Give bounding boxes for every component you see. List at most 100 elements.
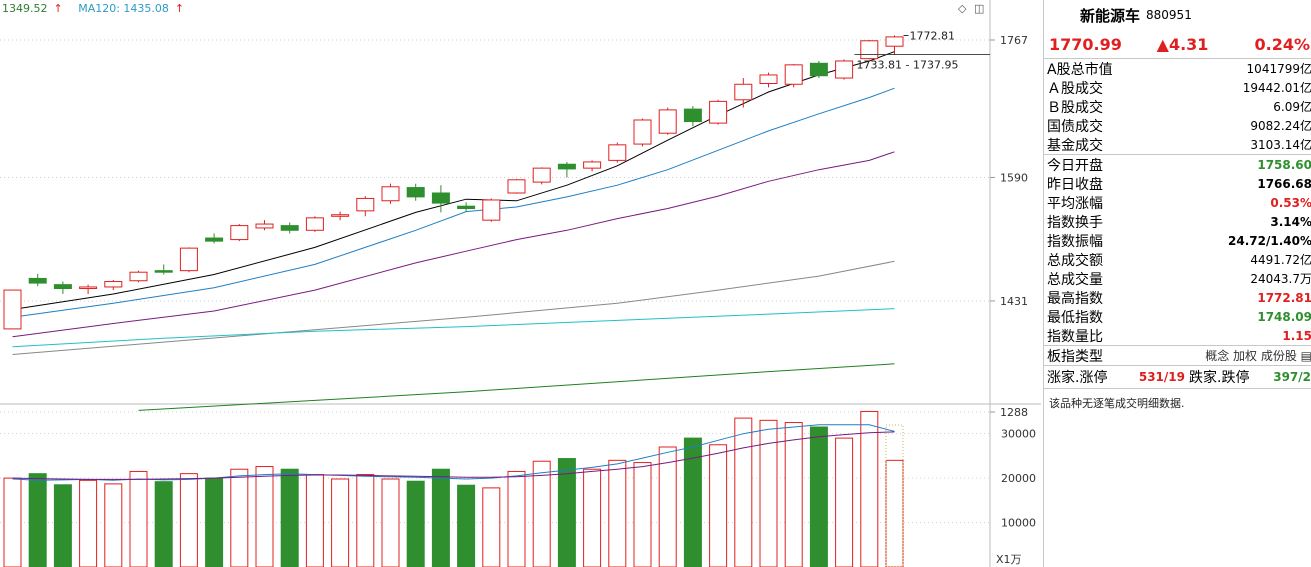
price-tick-label: 1767 <box>1000 34 1028 47</box>
volume-bar <box>331 478 350 567</box>
vol-ma-line <box>12 431 895 480</box>
volume-bar <box>557 458 576 567</box>
candle-body <box>179 247 198 272</box>
volume-bar <box>507 470 526 567</box>
candle-body <box>709 100 728 124</box>
candle-body <box>205 237 224 242</box>
volume-unit-label: X1万 <box>996 553 1022 566</box>
volume-bar <box>179 473 198 567</box>
ma-line-ma5 <box>12 51 895 310</box>
candle-body <box>331 214 350 217</box>
volume-bar <box>280 468 299 567</box>
candle-body <box>860 40 879 60</box>
quote-panel: 新能源车 880951 1770.99 ▲4.31 0.24% A股总市值 104… <box>1043 0 1311 567</box>
index-name: 新能源车 <box>1080 6 1141 25</box>
candle-body <box>3 289 22 330</box>
volume-bar <box>129 470 148 567</box>
volume-bar <box>759 419 778 567</box>
volume-tick-label: 30000 <box>1001 428 1036 441</box>
volume-bar <box>683 437 702 567</box>
stat-row: A股总市值 1041799亿 <box>1044 59 1311 78</box>
price-line: 1770.99 ▲4.31 0.24% <box>1044 30 1311 59</box>
volume-bar <box>406 480 425 567</box>
candle-body <box>608 144 627 161</box>
stat-label: 平均涨幅 <box>1047 195 1103 212</box>
stat-label: 指数振幅 <box>1047 233 1103 250</box>
ma-line-ma10 <box>12 87 895 318</box>
price-change: ▲4.31 <box>1156 34 1209 54</box>
index-title: 新能源车 880951 <box>1044 0 1311 30</box>
candle-body <box>633 119 652 145</box>
stat-value: 4491.72亿 <box>1250 253 1311 267</box>
stat-value: 24043.7万 <box>1250 272 1311 286</box>
volume-bar <box>53 484 72 567</box>
volume-bar <box>431 468 450 567</box>
candle-body <box>835 60 854 79</box>
kline-chart[interactable]: 1767 1590 1431 1288 30000 20000 10000 X1万 1772.8… <box>0 0 1041 567</box>
volume-bar <box>79 479 98 567</box>
stat-label: 今日开盘 <box>1047 157 1103 174</box>
stat-label: 总成交额 <box>1047 252 1103 269</box>
stat-label: Ｂ股成交 <box>1047 99 1103 116</box>
ma-line-ma60 <box>12 260 895 355</box>
candle-body <box>457 205 476 210</box>
stat-value: 0.53% <box>1270 195 1311 210</box>
stat-row: 最低指数 1748.09 <box>1044 307 1311 326</box>
candle-body <box>759 74 778 84</box>
stat-row: 今日开盘 1758.60 <box>1044 155 1311 174</box>
stat-label: 总成交量 <box>1047 271 1103 288</box>
volume-bar <box>28 473 47 567</box>
candle-body <box>28 277 47 284</box>
stat-row: 基金成交 3103.14亿 <box>1044 135 1311 154</box>
stat-value: 9082.24亿 <box>1250 119 1311 133</box>
volume-bar <box>784 422 803 567</box>
stat-row: Ａ股成交 19442.01亿 <box>1044 78 1311 97</box>
volume-bar <box>532 460 551 567</box>
volume-bar <box>230 468 249 567</box>
limit-up-label: 涨家.涨停 <box>1047 370 1108 386</box>
index-type-row: 板指类型 概念 加权 成份股 ▤ <box>1044 345 1311 365</box>
index-code: 880951 <box>1146 8 1192 22</box>
stat-value: 1758.60 <box>1257 157 1311 172</box>
index-stats: 今日开盘 1758.60 昨日收盘 1766.68 平均涨幅 0.53% 指数换手 3.14%… <box>1044 155 1311 345</box>
ma-line-ma250 <box>138 363 895 411</box>
limit-down-label: 跌家.跌停 <box>1189 370 1250 386</box>
collapse-icon[interactable]: ◫ <box>973 2 985 15</box>
stat-label: 基金成交 <box>1047 137 1103 154</box>
candle-body <box>381 186 400 202</box>
candle-body <box>154 270 173 273</box>
candle-body <box>79 286 98 290</box>
candle-body <box>129 271 148 282</box>
range-label: 1733.81 - 1737.95 <box>857 59 959 72</box>
stat-value: 19442.01亿 <box>1242 81 1311 95</box>
candle-body <box>784 64 803 85</box>
index-type-value[interactable]: 概念 加权 成份股 ▤ <box>1205 349 1311 363</box>
volume-bar <box>482 487 501 567</box>
volume-bar <box>583 468 602 567</box>
chart-tools[interactable]: ◇ ◫ <box>958 2 988 15</box>
diamond-icon[interactable]: ◇ <box>958 2 967 15</box>
volume-bar <box>305 474 324 567</box>
stat-value: 1766.68 <box>1257 176 1311 191</box>
stat-row: 国债成交 9082.24亿 <box>1044 116 1311 135</box>
stat-row: 平均涨幅 0.53% <box>1044 193 1311 212</box>
stat-value: 24.72/1.40% <box>1228 233 1311 248</box>
candle-body <box>532 167 551 183</box>
stat-value: 1748.09 <box>1257 309 1311 324</box>
stat-value: 1.15 <box>1282 328 1311 343</box>
candle-body <box>431 192 450 204</box>
candle-body <box>280 225 299 231</box>
candle-body <box>557 163 576 170</box>
volume-bar <box>3 477 22 567</box>
limit-row: 涨家.涨停 531/19 跌家.跌停 397/2 <box>1044 365 1311 389</box>
stat-label: 指数换手 <box>1047 214 1103 231</box>
candle-body <box>507 179 526 194</box>
price-change-pct: 0.24% <box>1254 34 1310 54</box>
volume-bar <box>255 466 274 567</box>
candle-body <box>583 161 602 169</box>
volume-bar <box>658 446 677 567</box>
stat-row: 总成交量 24043.7万 <box>1044 269 1311 288</box>
ma-line-ma120 <box>12 308 895 348</box>
candle-body <box>406 187 425 198</box>
candle-body <box>809 62 828 77</box>
